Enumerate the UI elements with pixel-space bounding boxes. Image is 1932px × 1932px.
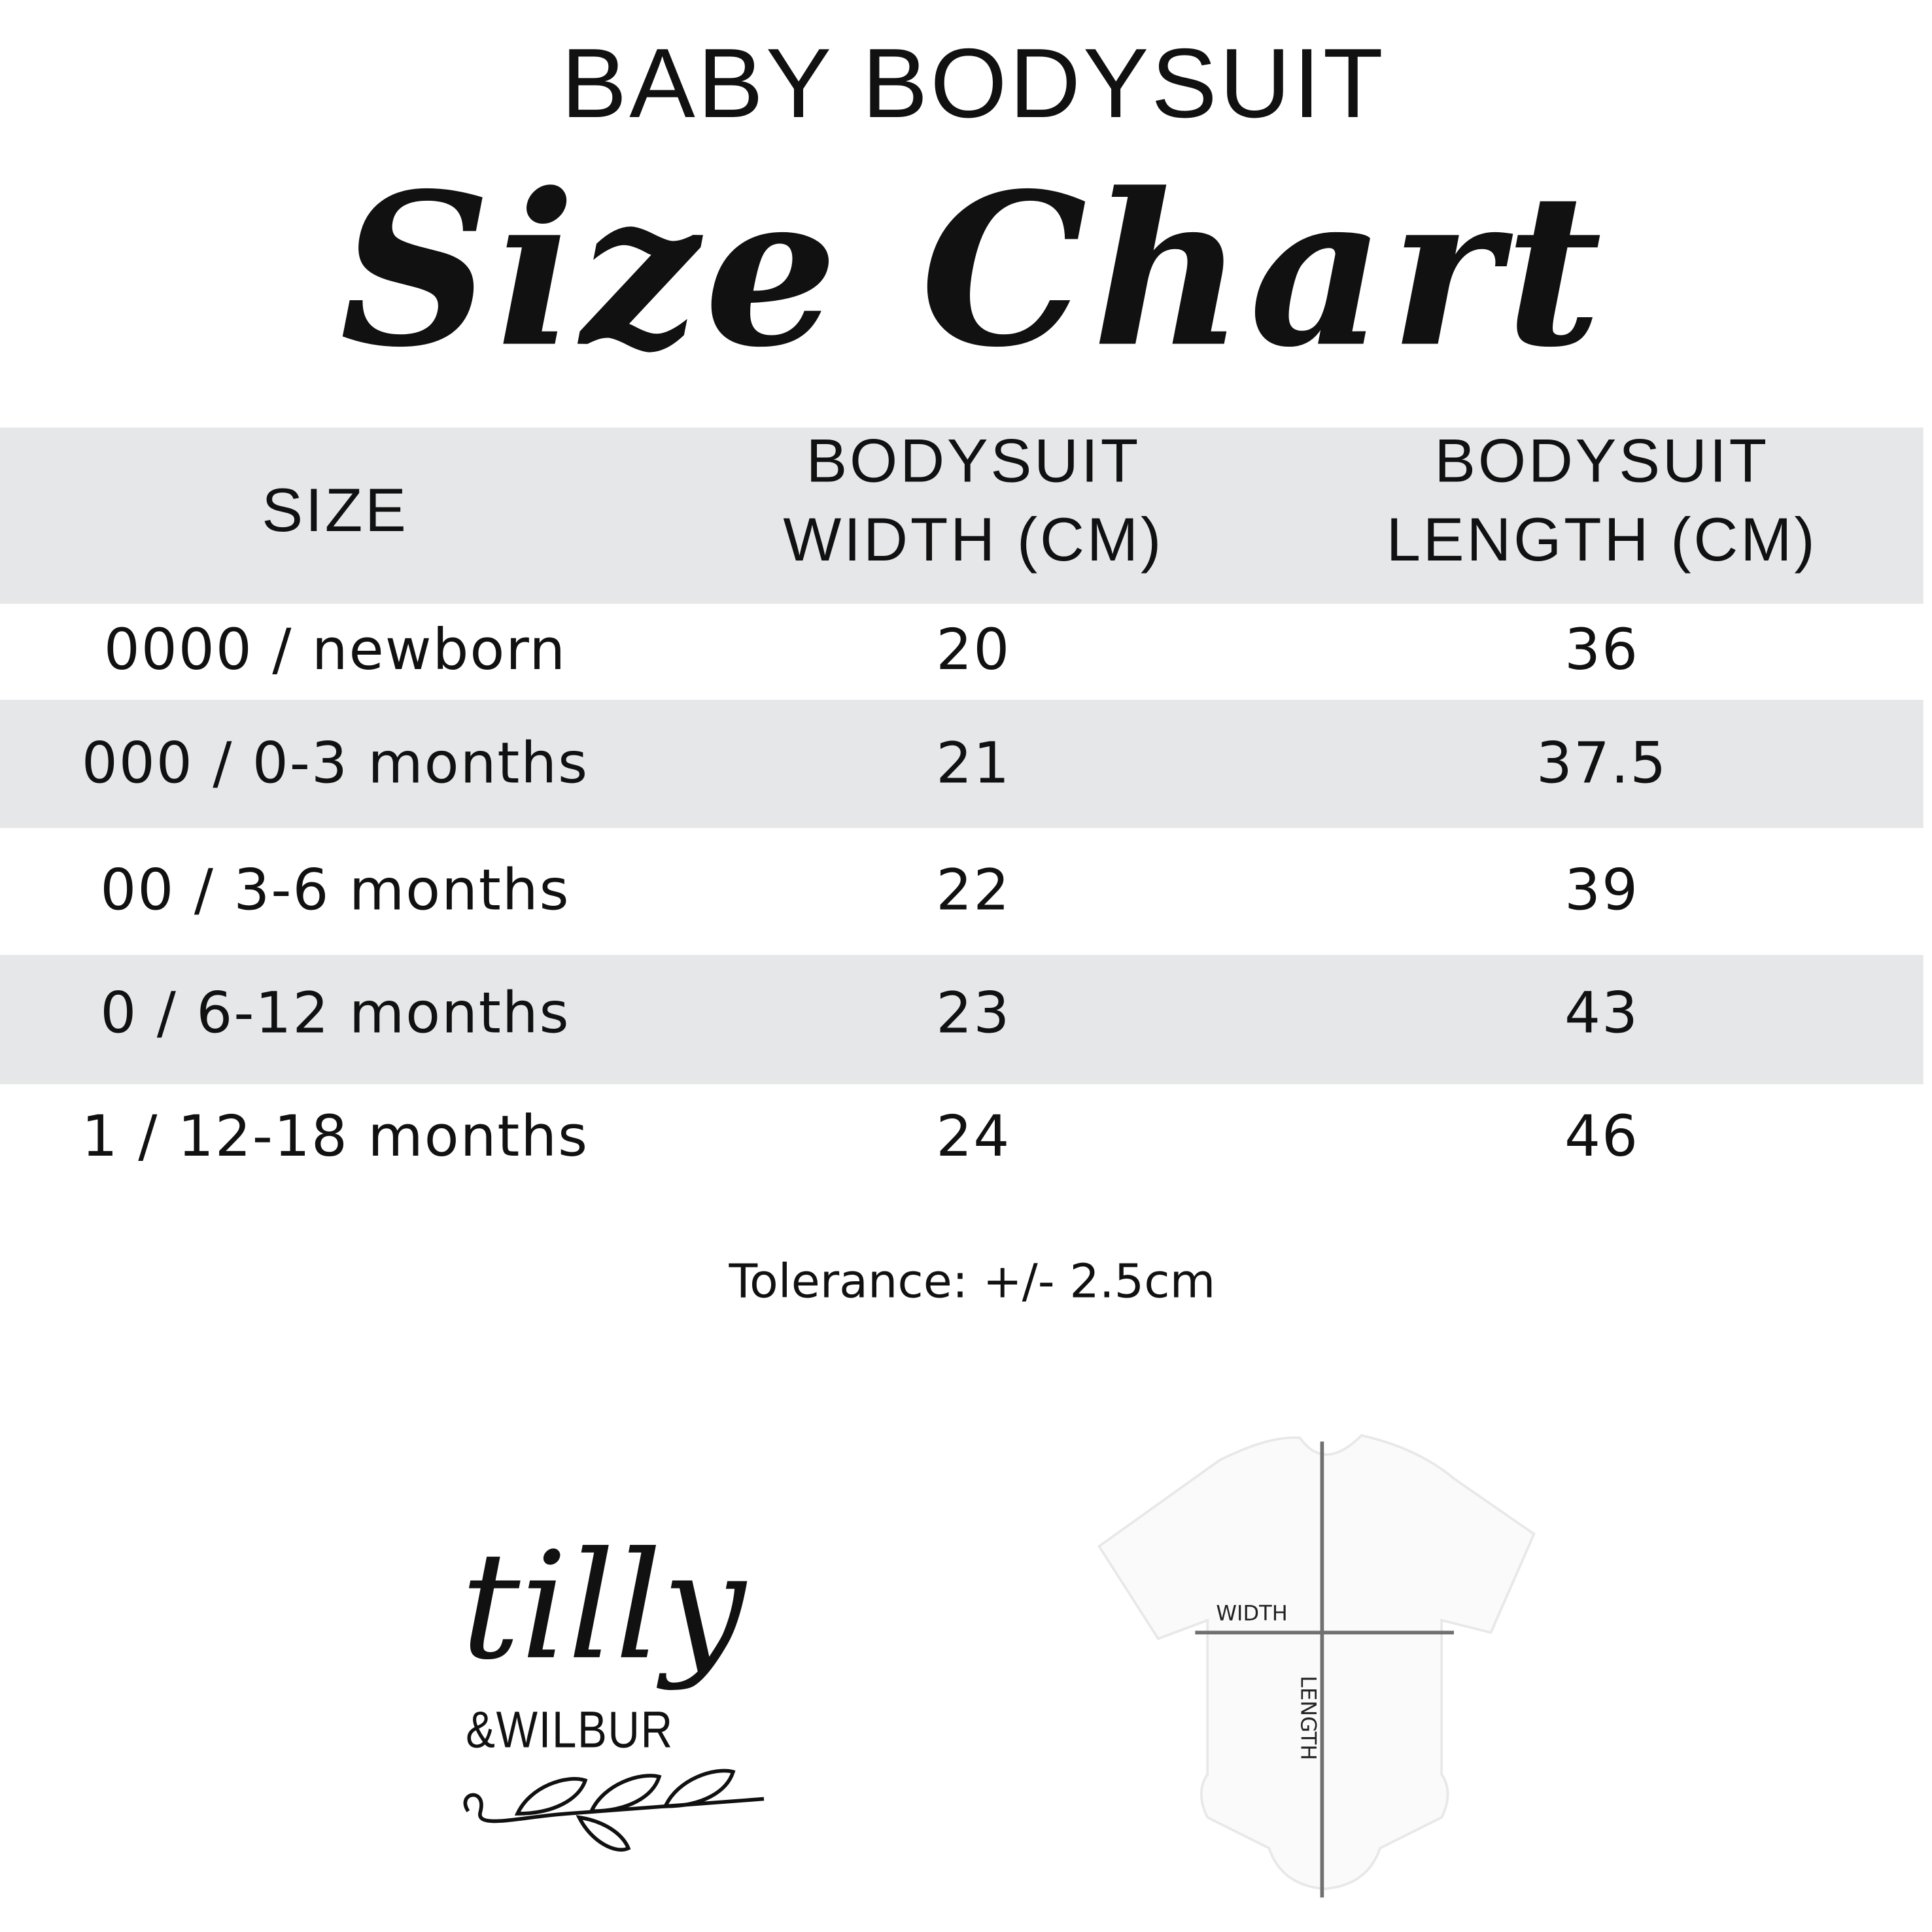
width-cell: 24 — [936, 1103, 1011, 1169]
tolerance-note: Tolerance: +/- 2.5cm — [729, 1254, 1216, 1309]
column-header-length-line2: LENGTH (CM) — [1386, 505, 1818, 574]
length-cell: 39 — [1564, 856, 1640, 923]
length-cell: 46 — [1564, 1103, 1640, 1169]
size-cell: 00 / 3-6 months — [100, 856, 570, 923]
length-cell: 43 — [1564, 979, 1640, 1046]
size-cell: 000 / 0-3 months — [81, 729, 589, 796]
column-header-width-line2: WIDTH (CM) — [783, 505, 1164, 574]
length-cell: 37.5 — [1536, 729, 1668, 796]
logo-text-wilbur: &WILBUR — [466, 1700, 674, 1759]
logo-text-tilly: tilly — [460, 1521, 746, 1693]
page-subtitle: Size Chart — [339, 148, 1607, 394]
width-label: WIDTH — [1216, 1600, 1287, 1625]
column-header-width: BODYSUIT WIDTH (CM) — [783, 421, 1164, 579]
size-cell: 0 / 6-12 months — [100, 979, 570, 1046]
size-cell: 1 / 12-18 months — [81, 1103, 589, 1169]
brand-logo: tilly &WILBUR — [443, 1521, 788, 1872]
length-cell: 36 — [1564, 615, 1640, 683]
column-header-length-line1: BODYSUIT — [1434, 426, 1769, 496]
size-cell: 0000 / newborn — [103, 615, 567, 683]
leaf-branch-icon — [463, 1768, 765, 1852]
width-cell: 23 — [936, 979, 1011, 1046]
width-cell: 22 — [936, 856, 1011, 923]
bodysuit-diagram: WIDTH LENGTH — [1097, 1434, 1536, 1898]
column-header-width-line1: BODYSUIT — [806, 426, 1141, 496]
row-band — [0, 955, 1923, 1084]
table-header-band — [0, 427, 1923, 604]
page-title: BABY BODYSUIT — [561, 28, 1386, 138]
width-cell: 20 — [936, 615, 1011, 683]
bodysuit-icon — [1097, 1434, 1536, 1890]
width-cell: 21 — [936, 729, 1011, 796]
length-label: LENGTH — [1296, 1676, 1320, 1760]
column-header-size: SIZE — [262, 475, 409, 545]
row-band — [0, 700, 1923, 828]
column-header-length: BODYSUIT LENGTH (CM) — [1387, 421, 1818, 579]
